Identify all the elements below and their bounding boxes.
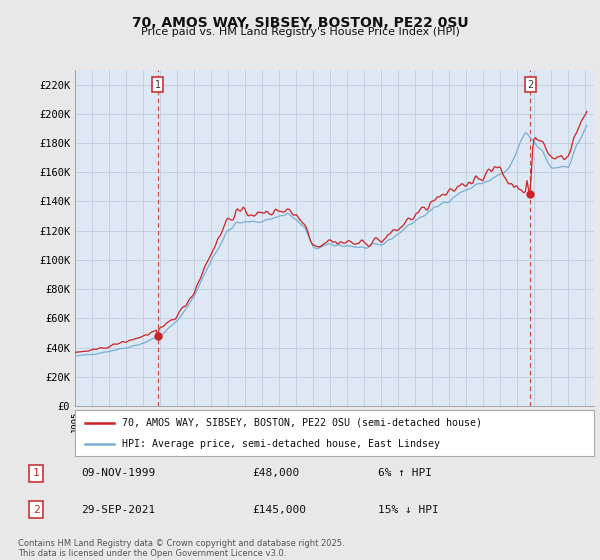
Text: 6% ↑ HPI: 6% ↑ HPI: [378, 468, 432, 478]
Text: £48,000: £48,000: [252, 468, 299, 478]
Text: 29-SEP-2021: 29-SEP-2021: [81, 505, 155, 515]
Text: £145,000: £145,000: [252, 505, 306, 515]
Text: 1: 1: [155, 80, 161, 90]
Text: 70, AMOS WAY, SIBSEY, BOSTON, PE22 0SU: 70, AMOS WAY, SIBSEY, BOSTON, PE22 0SU: [131, 16, 469, 30]
Text: 15% ↓ HPI: 15% ↓ HPI: [378, 505, 439, 515]
Text: 09-NOV-1999: 09-NOV-1999: [81, 468, 155, 478]
Text: Contains HM Land Registry data © Crown copyright and database right 2025.
This d: Contains HM Land Registry data © Crown c…: [18, 539, 344, 558]
Text: 2: 2: [527, 80, 533, 90]
Text: 70, AMOS WAY, SIBSEY, BOSTON, PE22 0SU (semi-detached house): 70, AMOS WAY, SIBSEY, BOSTON, PE22 0SU (…: [122, 418, 482, 428]
Text: 2: 2: [32, 505, 40, 515]
Text: 1: 1: [32, 468, 40, 478]
Text: HPI: Average price, semi-detached house, East Lindsey: HPI: Average price, semi-detached house,…: [122, 439, 440, 449]
Text: Price paid vs. HM Land Registry's House Price Index (HPI): Price paid vs. HM Land Registry's House …: [140, 27, 460, 37]
